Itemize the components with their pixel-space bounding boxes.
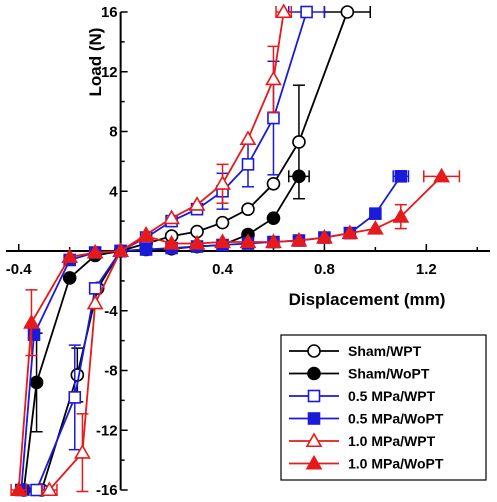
x-tick-label: 0.8	[314, 261, 335, 278]
legend-marker	[305, 454, 323, 470]
data-point	[23, 314, 40, 329]
legend-label: 0.5 MPa/WoPT	[348, 411, 444, 427]
legend-item-2: Sham/WoPT	[289, 366, 430, 382]
data-point	[300, 5, 313, 19]
legend-item-3: 0.5 MPa/WPT	[289, 388, 436, 404]
y-tick-label: -12	[96, 422, 118, 439]
series-6	[10, 167, 461, 497]
x-tick-label: 0.4	[212, 261, 234, 278]
data-point	[10, 481, 28, 497]
data-point	[239, 130, 257, 146]
data-point	[266, 211, 281, 225]
data-point	[340, 5, 355, 19]
data-point	[433, 167, 450, 183]
data-point	[266, 176, 281, 191]
x-tick-label: -0.4	[6, 261, 33, 278]
series-layer	[10, 3, 461, 497]
data-point	[394, 170, 408, 183]
legend-marker	[307, 366, 321, 381]
data-point	[86, 243, 104, 259]
data-point	[163, 209, 180, 225]
data-point	[61, 248, 79, 264]
data-point	[215, 215, 230, 230]
y-tick-label: 12	[101, 64, 118, 81]
x-axis-title: Displacement (mm)	[289, 290, 446, 309]
y-tick-label: 16	[101, 4, 118, 21]
x-tick-label: 1.2	[416, 261, 437, 278]
legend-marker	[307, 412, 321, 425]
legend-box	[280, 334, 487, 481]
legend-item-6: 1.0 MPa/WoPT	[289, 454, 444, 472]
legend-label: 1.0 MPa/WPT	[348, 433, 436, 449]
data-point	[392, 208, 410, 223]
y-tick-label: -16	[96, 482, 118, 499]
data-point	[369, 207, 382, 220]
legend-label: Sham/WPT	[348, 343, 422, 359]
data-point	[275, 3, 293, 19]
data-point	[214, 175, 231, 190]
legend-label: 0.5 MPa/WPT	[348, 388, 436, 404]
legend-marker	[307, 389, 321, 403]
data-point	[292, 169, 306, 184]
y-tick-label: -4	[104, 303, 118, 320]
series-line	[22, 175, 300, 491]
legend: Sham/WPT Sham/WoPT 0.5 MPa/WPT 0.5 MPa/WoPT…	[280, 334, 487, 481]
data-point	[112, 242, 130, 258]
legend-item-4: 0.5 MPa/WoPT	[289, 411, 444, 427]
data-point	[188, 196, 206, 211]
series-2	[15, 169, 310, 497]
data-point	[62, 271, 77, 285]
data-point	[163, 234, 180, 250]
data-point	[265, 70, 282, 86]
y-tick-label: -8	[104, 363, 117, 380]
data-point	[366, 219, 384, 235]
data-point	[292, 135, 306, 149]
data-point	[341, 224, 359, 240]
y-tick-label: 4	[109, 183, 118, 200]
legend-item-1: Sham/WPT	[289, 343, 422, 359]
data-point	[88, 282, 102, 295]
legend-marker	[307, 344, 321, 358]
data-point	[214, 233, 231, 249]
data-point	[241, 202, 255, 216]
legend-label: 1.0 MPa/WoPT	[348, 456, 444, 472]
data-point	[74, 444, 91, 459]
y-tick-label: 8	[109, 124, 117, 141]
legend-marker	[305, 432, 323, 448]
data-point	[29, 375, 44, 390]
axes: -0.4 0.4 0.8 1.2 -16 -12 -8 -4 4 8 12 16	[6, 4, 490, 499]
data-point	[40, 481, 58, 497]
data-point	[188, 234, 206, 250]
legend-label: Sham/WoPT	[348, 366, 430, 382]
data-point	[27, 328, 41, 341]
y-axis-title: Load (N)	[86, 28, 105, 97]
data-point	[241, 158, 255, 171]
data-point	[30, 483, 43, 497]
data-point	[68, 391, 82, 404]
data-point	[239, 233, 257, 249]
data-point	[139, 243, 153, 256]
data-point	[86, 294, 104, 310]
data-point	[265, 233, 282, 249]
legend-item-5: 1.0 MPa/WPT	[289, 432, 436, 449]
data-point	[267, 111, 280, 125]
data-point	[290, 231, 308, 247]
data-point	[137, 227, 155, 243]
data-point	[316, 228, 333, 244]
